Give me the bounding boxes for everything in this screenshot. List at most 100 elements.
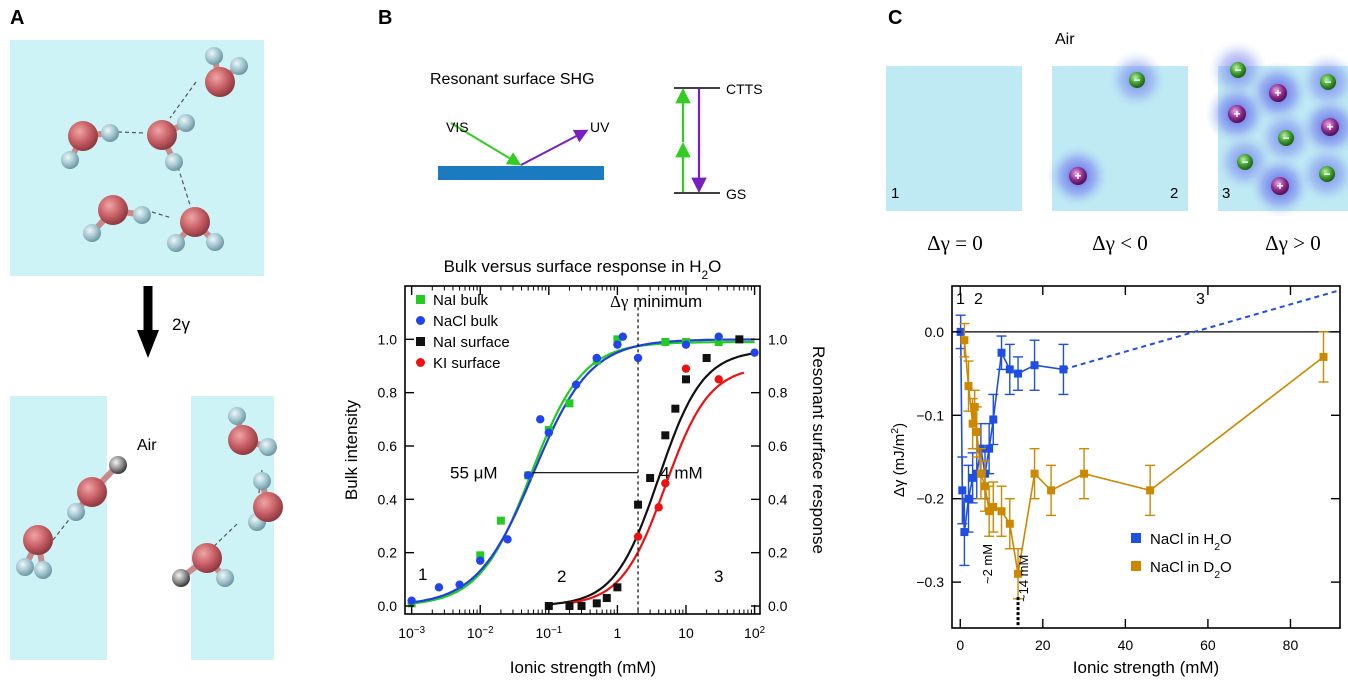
anion-icon bbox=[1278, 130, 1294, 146]
chart2-point bbox=[1080, 469, 1089, 478]
cation-sign: + bbox=[1276, 179, 1283, 193]
anion-icon bbox=[1319, 166, 1335, 182]
hydrogen-atom bbox=[83, 224, 101, 242]
chart2-xlabel: Ionic strength (mM) bbox=[1073, 658, 1219, 677]
chart1-legend-label: KI surface bbox=[433, 355, 501, 372]
chart1-point bbox=[618, 332, 628, 341]
chart1-fit-curve bbox=[411, 340, 755, 605]
anion-icon bbox=[1129, 72, 1145, 88]
hydrogen-atom bbox=[101, 124, 119, 142]
chart2-ytick-label: −0.1 bbox=[916, 407, 944, 423]
water-cluster-surface bbox=[16, 407, 283, 587]
chart2-legend-label: NaCl in H2O bbox=[1150, 531, 1232, 553]
cation-icon bbox=[1271, 177, 1289, 195]
oxygen-atom bbox=[147, 120, 177, 150]
chart2-ytick-label: −0.3 bbox=[916, 574, 944, 590]
chart1-title: Bulk versus surface response in H2O bbox=[444, 257, 722, 282]
chart1-point bbox=[544, 428, 554, 437]
anion-sign: − bbox=[1234, 63, 1241, 77]
chart2-point bbox=[1059, 365, 1068, 374]
chart2-point bbox=[1319, 352, 1328, 361]
panel-c: C Air − + − + − + − + − + − 1 2 3 Δγ = 0 Δγ < 0 Δγ… bbox=[886, 7, 1348, 677]
chart1-point bbox=[661, 479, 670, 488]
chart2-xtick-label: 20 bbox=[1035, 637, 1051, 653]
chart2-point bbox=[985, 444, 994, 453]
oxygen-atom bbox=[23, 525, 53, 555]
chart1-point bbox=[613, 583, 622, 592]
chart1-point bbox=[681, 340, 691, 349]
chart1-point bbox=[633, 353, 643, 363]
chart1-point bbox=[750, 348, 759, 357]
chart2-point bbox=[1014, 569, 1023, 578]
chart1-legend-label: NaCl bulk bbox=[433, 313, 499, 330]
chart2-extrapolation bbox=[1063, 289, 1341, 371]
chart1-ytick-label: 0.8 bbox=[378, 385, 398, 401]
chart2-point bbox=[1047, 486, 1056, 495]
chart1-point bbox=[714, 375, 723, 384]
chart1-point bbox=[592, 353, 601, 363]
box-number-2: 2 bbox=[1170, 185, 1178, 202]
chart2-point bbox=[958, 486, 967, 495]
panel-c-label: C bbox=[888, 7, 902, 29]
chart1-xtick-label: 10−2 bbox=[467, 625, 494, 642]
chart1-legend-label: NaI surface bbox=[433, 334, 510, 351]
chart2-point bbox=[1005, 365, 1014, 374]
chart1-region-1: 1 bbox=[418, 565, 427, 584]
chart2-14mM-label: ~14 mM bbox=[1016, 555, 1031, 602]
chart1-point bbox=[592, 599, 601, 608]
chart1-legend-label: NaI bulk bbox=[433, 292, 489, 309]
chart2-point bbox=[997, 507, 1006, 516]
oxygen-atom bbox=[228, 425, 258, 455]
hydrogen-atom bbox=[230, 57, 248, 75]
chart1-point bbox=[613, 340, 622, 349]
chart1-point bbox=[496, 516, 505, 525]
shg-title: Resonant surface SHG bbox=[430, 71, 595, 88]
chart1-y2label: Resonant surface response bbox=[809, 346, 828, 554]
panel-a-left-box bbox=[10, 396, 107, 660]
hydrogen-atom bbox=[34, 561, 52, 579]
panel-a-label: A bbox=[10, 7, 24, 29]
chart1-point bbox=[646, 474, 655, 482]
chart2-2mM-label: ~2 mM bbox=[980, 544, 995, 584]
chart1-y2tick-label: 1.0 bbox=[768, 331, 788, 347]
chart2-legend-label: NaCl in D2O bbox=[1150, 559, 1232, 581]
chart1-point bbox=[714, 338, 723, 346]
chart1-ytick-label: 1.0 bbox=[378, 331, 398, 347]
panel-a-air-label: Air bbox=[137, 437, 157, 454]
cation-icon bbox=[1069, 167, 1087, 185]
chart2-legend-marker bbox=[1131, 561, 1141, 571]
hydrogen-atom bbox=[67, 503, 85, 521]
chart1-xtick-label: 10 bbox=[678, 625, 694, 641]
chart1-point bbox=[702, 354, 711, 362]
chart1-point bbox=[503, 535, 512, 544]
hydrogen-bond bbox=[151, 211, 173, 219]
chart1-point bbox=[577, 602, 586, 610]
chart2-xtick-label: 60 bbox=[1200, 637, 1216, 653]
chart1-ytick-label: 0.4 bbox=[378, 491, 398, 507]
anion-icon bbox=[1320, 74, 1336, 90]
hydrogen-atom bbox=[167, 234, 185, 252]
hydrogen-atom bbox=[61, 151, 79, 169]
chart2-point bbox=[1014, 369, 1023, 378]
chart1-point bbox=[654, 503, 663, 512]
chart2-region-1: 1 bbox=[956, 291, 965, 308]
box-number-1: 1 bbox=[891, 185, 899, 202]
chart1-55uM-label: 55 μM bbox=[450, 464, 498, 483]
chart1-point bbox=[476, 551, 485, 560]
chart1-xtick-label: 10−1 bbox=[535, 625, 562, 642]
gamma-label-1: Δγ = 0 bbox=[927, 231, 983, 255]
chart1-point bbox=[602, 594, 611, 602]
gamma-label-3: Δγ > 0 bbox=[1265, 231, 1321, 255]
oxygen-atom bbox=[98, 195, 128, 225]
chart2-point bbox=[997, 348, 1006, 357]
panel-a: A 2γ Air bbox=[10, 7, 283, 660]
chart2-point bbox=[972, 427, 981, 436]
chart1-y2tick-label: 0.6 bbox=[768, 438, 788, 454]
chart2-region-3: 3 bbox=[1196, 291, 1205, 308]
chart2-xtick-label: 80 bbox=[1283, 637, 1299, 653]
chart1-fit-curve bbox=[548, 352, 755, 606]
uv-label: UV bbox=[590, 119, 610, 135]
hydrogen-atom bbox=[165, 153, 183, 171]
down-arrow-head-icon bbox=[137, 330, 159, 358]
chart1-ylabel: Bulk intensity bbox=[342, 399, 361, 500]
